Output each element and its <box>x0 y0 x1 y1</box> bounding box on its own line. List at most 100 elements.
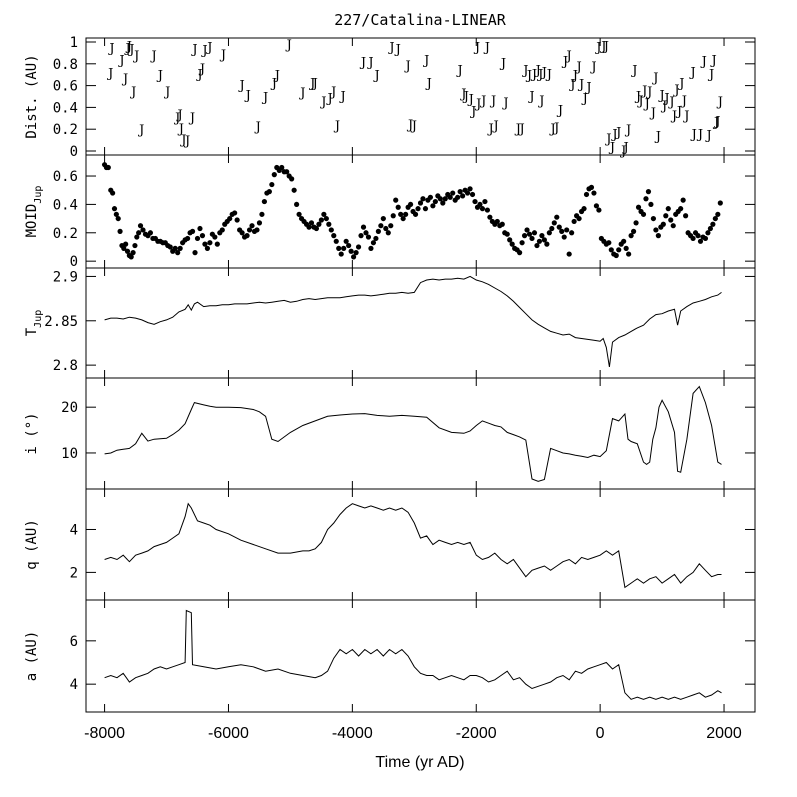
data-point <box>715 211 721 217</box>
encounter-marker: J <box>574 60 581 75</box>
encounter-marker: J <box>462 89 469 104</box>
data-point <box>388 223 394 229</box>
x-tick-label: 0 <box>596 725 605 742</box>
data-point <box>648 201 654 208</box>
data-point <box>472 198 478 205</box>
data-point <box>665 206 671 212</box>
data-point <box>519 240 525 246</box>
data-point <box>581 206 587 212</box>
data-point <box>623 245 629 251</box>
data-point <box>313 225 320 232</box>
data-point <box>628 233 634 239</box>
encounter-marker: J <box>179 133 186 148</box>
data-point <box>189 228 196 234</box>
data-point <box>368 245 374 251</box>
y-axis-label: i (°) <box>24 412 40 454</box>
encounter-marker: J <box>556 104 563 119</box>
encounter-marker: J <box>163 85 170 100</box>
encounter-marker: J <box>610 128 617 143</box>
encounter-marker: J <box>690 128 697 143</box>
data-point <box>668 217 674 223</box>
y-axis-label: q (AU) <box>24 519 40 570</box>
encounter-marker: J <box>584 81 591 96</box>
y-axis-label: Dist. (AU) <box>24 54 40 138</box>
y-tick-label: 0.2 <box>53 122 78 138</box>
y-tick-label: 0.6 <box>53 79 78 95</box>
encounter-marker: J <box>198 62 205 77</box>
encounter-marker: J <box>373 69 380 84</box>
encounter-marker: J <box>561 55 568 70</box>
data-point <box>390 213 396 219</box>
y-tick-label: 0 <box>70 144 78 160</box>
encounter-marker: J <box>660 99 667 114</box>
data-point <box>346 242 352 249</box>
data-point <box>415 206 421 212</box>
encounter-marker: J <box>173 111 180 126</box>
encounter-marker: J <box>649 106 656 121</box>
y-tick-label: 0.6 <box>53 169 78 185</box>
encounter-marker: J <box>129 85 136 100</box>
panel-moid: 0 0.2 0.4 0.6 MOIDJup <box>24 154 756 270</box>
encounter-marker: J <box>285 38 292 53</box>
data-point <box>494 218 500 225</box>
encounter-marker: J <box>537 94 544 109</box>
data-point <box>316 221 322 227</box>
data-point <box>111 206 118 212</box>
encounter-marker: J <box>677 76 684 91</box>
encounter-marker: J <box>712 116 719 131</box>
data-point <box>504 231 510 237</box>
encounter-marker: J <box>713 114 720 129</box>
data-point <box>427 194 434 200</box>
y-tick-label: 0.2 <box>53 226 78 242</box>
data-point <box>355 244 362 250</box>
data-point <box>559 228 565 234</box>
encounter-marker: J <box>237 79 244 94</box>
data-point <box>517 250 523 256</box>
data-point <box>360 224 367 230</box>
encounter-marker: J <box>190 43 197 58</box>
data-point <box>199 233 206 239</box>
data-point <box>710 221 716 227</box>
data-point <box>529 235 535 242</box>
encounter-marker: J <box>707 68 714 83</box>
data-point <box>717 200 723 206</box>
data-point <box>306 224 312 230</box>
data-point <box>697 238 704 244</box>
data-point <box>422 206 429 212</box>
data-point <box>365 234 372 240</box>
data-point <box>561 234 567 240</box>
x-axis: -8000 -6000 -4000 -2000 0 2000 <box>84 725 742 742</box>
data-point <box>328 227 334 233</box>
y-tick-label: 0.8 <box>53 57 78 73</box>
data-point <box>521 233 528 239</box>
y-tick-label: 0.4 <box>53 100 78 116</box>
series-line <box>104 275 722 367</box>
encounter-marker: J <box>121 72 128 87</box>
data-point <box>499 221 505 227</box>
y-tick-label: 20 <box>61 400 78 416</box>
data-point <box>378 223 384 229</box>
encounter-marker: J <box>491 119 498 134</box>
encounter-marker: J <box>107 41 114 56</box>
panel-frame <box>85 267 756 379</box>
y-tick-label: 2.8 <box>53 358 78 374</box>
encounter-marker: J <box>124 41 131 56</box>
encounter-marker: J <box>319 95 326 110</box>
data-point <box>621 238 627 244</box>
data-point <box>440 200 446 206</box>
data-point <box>643 196 649 202</box>
panel-frame <box>85 488 756 601</box>
data-point <box>640 211 647 217</box>
data-point <box>549 225 555 232</box>
data-point <box>583 191 590 198</box>
y-tick-label: 2.9 <box>53 269 78 285</box>
data-point <box>633 220 639 226</box>
encounter-marker: J <box>479 94 486 109</box>
data-point <box>105 164 111 171</box>
y-axis-label-subscript: Jup <box>33 186 44 204</box>
data-point <box>596 207 602 213</box>
data-point <box>113 211 119 217</box>
data-point <box>442 196 448 202</box>
data-point <box>591 190 597 196</box>
